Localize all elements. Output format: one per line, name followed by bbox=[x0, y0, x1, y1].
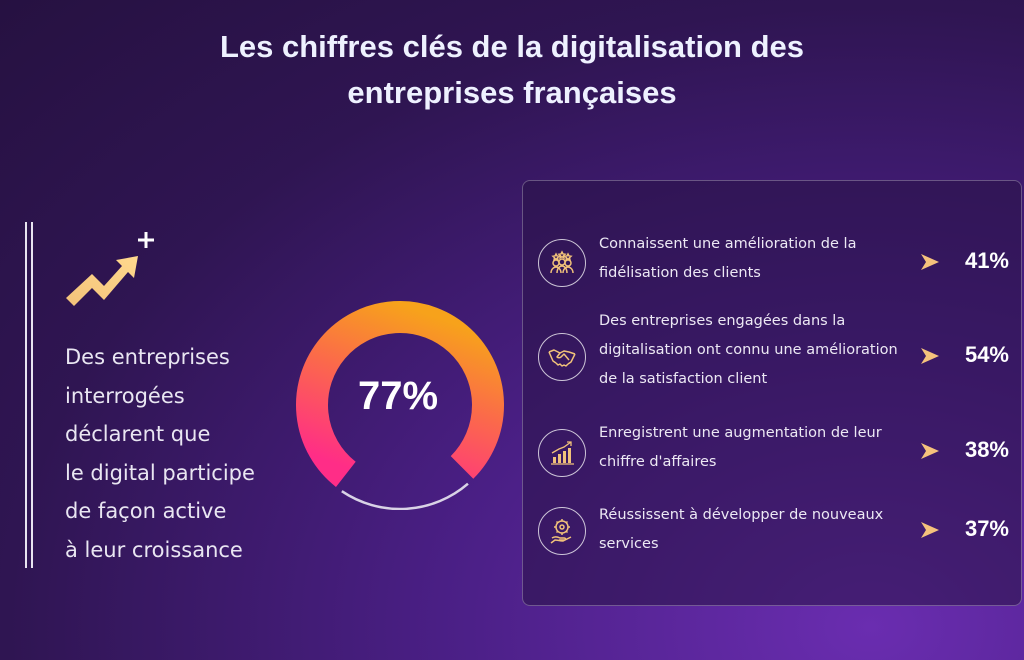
left-divider-2 bbox=[31, 222, 33, 568]
customers-stars-icon bbox=[538, 239, 586, 287]
stat-value: 54% bbox=[964, 342, 1009, 367]
donut-chart bbox=[296, 301, 504, 510]
page-title-line-2: entreprises françaises bbox=[347, 75, 677, 110]
stat-description-line: Réussissent à développer de nouveaux bbox=[599, 507, 884, 523]
stats-panel: Connaissent une amélioration de la fidél… bbox=[522, 180, 1022, 606]
growth-statement-line: à leur croissance bbox=[65, 537, 243, 562]
stat-description-line: chiffre d'affaires bbox=[599, 454, 717, 470]
donut-value-label: 77% bbox=[357, 374, 439, 418]
new-services-icon bbox=[538, 507, 586, 555]
growth-chart-icon bbox=[538, 429, 586, 477]
stat-description: Des entreprises engagées dans la digital… bbox=[599, 307, 909, 394]
stat-description: Connaissent une amélioration de la fidél… bbox=[599, 230, 909, 288]
growth-statement: Des entreprises interrogées déclarent qu… bbox=[65, 338, 285, 569]
stat-description: Enregistrent une augmentation de leur ch… bbox=[599, 419, 909, 477]
stat-description-line: fidélisation des clients bbox=[599, 265, 761, 281]
stat-description-line: services bbox=[599, 536, 659, 552]
stat-description: Réussissent à développer de nouveaux ser… bbox=[599, 501, 909, 559]
donut-value-arc bbox=[296, 301, 504, 487]
page-title: Les chiffres clés de la digitalisation d… bbox=[0, 24, 1024, 116]
chevron-right-icon bbox=[921, 254, 939, 270]
growth-statement-line: déclarent que bbox=[65, 422, 211, 446]
stat-description-line: Enregistrent une augmentation de leur bbox=[599, 425, 882, 441]
stat-value: 38% bbox=[964, 437, 1009, 462]
trend-up-arrow-icon bbox=[66, 232, 154, 306]
chevron-right-icon bbox=[921, 348, 939, 364]
chevron-right-icon bbox=[921, 522, 939, 538]
left-divider-1 bbox=[25, 222, 27, 568]
stat-description-line: digitalisation ont connu une amélioratio… bbox=[599, 342, 898, 358]
chevron-right-icon bbox=[921, 443, 939, 459]
stat-description-line: Connaissent une amélioration de la bbox=[599, 236, 857, 252]
growth-statement-line: le digital participe bbox=[65, 460, 255, 485]
growth-statement-line: de façon active bbox=[65, 499, 227, 523]
page-title-line-1: Les chiffres clés de la digitalisation d… bbox=[219, 29, 805, 64]
stat-description-line: de la satisfaction client bbox=[599, 371, 768, 387]
handshake-icon bbox=[538, 333, 586, 381]
stat-value: 37% bbox=[964, 516, 1009, 541]
growth-statement-line: Des entreprises bbox=[65, 345, 230, 369]
stat-value: 41% bbox=[964, 248, 1009, 273]
donut-track bbox=[341, 482, 469, 510]
stat-description-line: Des entreprises engagées dans la bbox=[599, 313, 846, 329]
growth-statement-line: interrogées bbox=[65, 383, 185, 408]
